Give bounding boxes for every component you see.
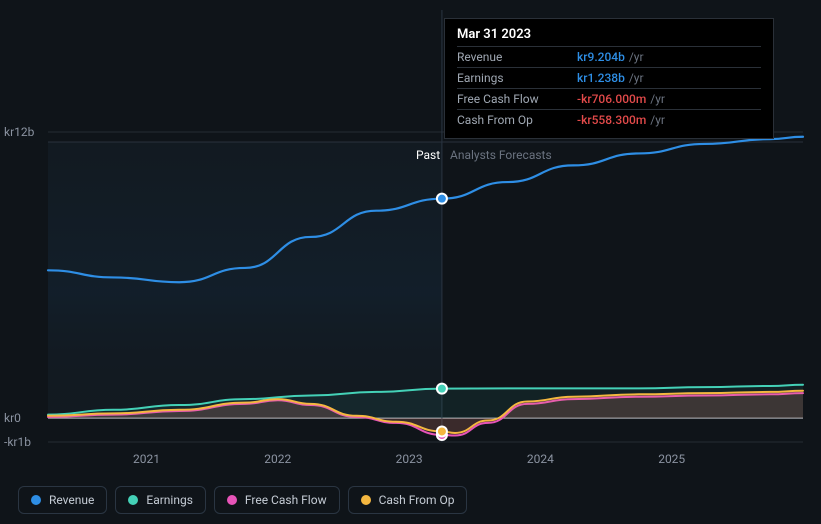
tooltip-row-cfo: Cash From Op-kr558.300m/yr xyxy=(457,109,761,130)
legend-dot-icon xyxy=(128,495,138,505)
legend-dot-icon xyxy=(227,495,237,505)
tooltip-value: -kr558.300m xyxy=(577,113,646,127)
tooltip: Mar 31 2023 Revenuekr9.204b/yrEarningskr… xyxy=(444,18,774,139)
tooltip-label: Revenue xyxy=(457,50,577,64)
legend-label: Revenue xyxy=(49,493,94,507)
tooltip-unit: /yr xyxy=(629,71,644,85)
x-tick-label: 2022 xyxy=(264,452,291,466)
y-tick-label: kr0 xyxy=(4,411,21,425)
tooltip-value: kr1.238b xyxy=(577,71,625,85)
tooltip-row-earnings: Earningskr1.238b/yr xyxy=(457,67,761,88)
legend: Revenue Earnings Free Cash Flow Cash From O… xyxy=(18,486,467,514)
tooltip-unit: /yr xyxy=(650,92,665,106)
legend-label: Earnings xyxy=(146,493,193,507)
y-tick-label: kr12b xyxy=(4,125,34,139)
tooltip-label: Cash From Op xyxy=(457,113,577,127)
past-label: Past xyxy=(416,148,440,162)
tooltip-value: -kr706.000m xyxy=(577,92,646,106)
legend-dot-icon xyxy=(361,495,371,505)
y-tick-label: -kr1b xyxy=(4,435,31,449)
legend-item-cfo[interactable]: Cash From Op xyxy=(348,486,468,514)
legend-item-fcf[interactable]: Free Cash Flow xyxy=(214,486,340,514)
forecast-label: Analysts Forecasts xyxy=(450,148,552,162)
legend-dot-icon xyxy=(31,495,41,505)
tooltip-unit: /yr xyxy=(629,50,644,64)
tooltip-rows: Revenuekr9.204b/yrEarningskr1.238b/yrFre… xyxy=(457,46,761,130)
legend-label: Cash From Op xyxy=(379,493,455,507)
legend-label: Free Cash Flow xyxy=(245,493,327,507)
tooltip-row-revenue: Revenuekr9.204b/yr xyxy=(457,46,761,67)
legend-item-revenue[interactable]: Revenue xyxy=(18,486,107,514)
tooltip-value: kr9.204b xyxy=(577,50,625,64)
tooltip-label: Earnings xyxy=(457,71,577,85)
x-tick-label: 2021 xyxy=(133,452,160,466)
x-tick-label: 2025 xyxy=(658,452,685,466)
tooltip-unit: /yr xyxy=(650,113,665,127)
x-tick-label: 2023 xyxy=(396,452,423,466)
tooltip-label: Free Cash Flow xyxy=(457,92,577,106)
tooltip-title: Mar 31 2023 xyxy=(457,27,761,42)
x-tick-label: 2024 xyxy=(527,452,554,466)
tooltip-row-fcf: Free Cash Flow-kr706.000m/yr xyxy=(457,88,761,109)
legend-item-earnings[interactable]: Earnings xyxy=(115,486,206,514)
